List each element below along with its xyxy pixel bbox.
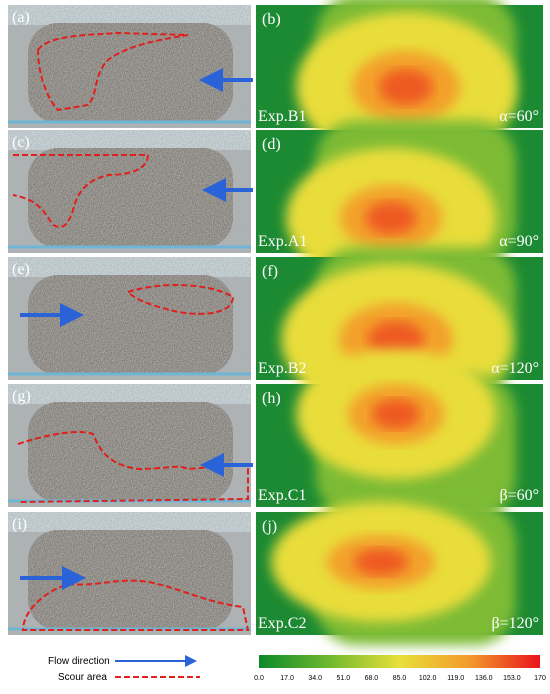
colorbar-tick: 0.0 (254, 675, 264, 682)
legend-scour-text: Scour area (58, 672, 107, 683)
map-label: (j) (262, 518, 277, 535)
map-red (365, 201, 417, 235)
colorbar-tick: 170 (534, 675, 546, 682)
grain (8, 512, 251, 635)
map-red (372, 399, 420, 429)
photo-label: (e) (12, 261, 30, 278)
colorbar-tick: 34.0 (308, 675, 322, 682)
experiment-label: Exp.C1 (258, 487, 306, 504)
photo-panel: (e) (8, 257, 251, 380)
scour-outline (12, 154, 150, 228)
grain (8, 5, 251, 128)
photo-panel: (g) (8, 384, 253, 507)
photo-label: (a) (12, 9, 30, 26)
angle-label: α=60° (499, 108, 539, 125)
photo-label: (c) (12, 134, 30, 151)
map-label: (h) (262, 390, 281, 407)
colorbar-tick: 85.0 (393, 675, 407, 682)
map-label: (d) (262, 136, 281, 153)
colorbar-tick: 68.0 (365, 675, 379, 682)
photo-label: (i) (12, 516, 27, 533)
map-red (379, 69, 433, 105)
experiment-label: Exp.C2 (258, 615, 306, 632)
legend-flow-text: Flow direction (48, 656, 110, 667)
colorbar-tick: 17.0 (280, 675, 294, 682)
photo-panel: (c) (8, 130, 253, 253)
colorbar-tick: 51.0 (336, 675, 350, 682)
experiment-label: Exp.B2 (258, 360, 306, 377)
map-red (367, 321, 425, 357)
angle-label: β=60° (499, 487, 539, 504)
experiment-label: Exp.B1 (258, 108, 306, 125)
scour-outline (21, 579, 250, 631)
angle-label: β=120° (491, 615, 539, 632)
photo-panel: (i) (8, 512, 251, 635)
grain (8, 257, 251, 380)
scour-outline (37, 31, 189, 112)
experiment-label: Exp.A1 (258, 233, 307, 250)
heatmap-panel: (h) Exp.C1 β=60° (256, 349, 543, 517)
photo-panel: (a) (8, 5, 253, 128)
scour-outline (17, 431, 249, 503)
angle-label: α=120° (491, 360, 539, 377)
photo-label: (g) (12, 388, 31, 405)
grain (8, 384, 251, 507)
heatmap-panel: (j) Exp.C2 β=120° (256, 502, 543, 645)
colorbar-tick: 136.0 (475, 675, 493, 682)
angle-label: α=90° (499, 233, 539, 250)
colorbar-tick: 102.0 (419, 675, 437, 682)
map-label: (f) (262, 263, 278, 280)
scour-outline (127, 284, 235, 315)
colorbar-tick: 119.0 (447, 675, 464, 682)
map-red (354, 548, 408, 576)
map-label: (b) (262, 11, 281, 28)
colorbar-tick: 153.0 (503, 675, 521, 682)
colorbar (259, 655, 540, 668)
